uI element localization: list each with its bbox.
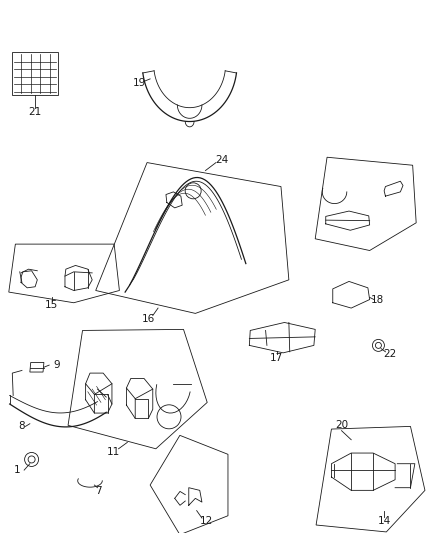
Text: 8: 8 [18,422,25,431]
Text: 1: 1 [14,465,21,475]
Text: 17: 17 [269,353,283,363]
Text: 11: 11 [106,447,120,457]
Text: 9: 9 [53,360,60,370]
Text: 7: 7 [95,487,102,496]
Text: 24: 24 [215,155,228,165]
Text: 12: 12 [199,516,212,526]
Text: 14: 14 [377,516,390,526]
Text: 15: 15 [45,300,58,310]
Text: 20: 20 [334,421,347,430]
Text: 22: 22 [382,350,396,359]
Text: 18: 18 [370,295,383,304]
Text: 19: 19 [133,78,146,87]
Text: 21: 21 [28,107,42,117]
Text: 16: 16 [141,314,155,324]
